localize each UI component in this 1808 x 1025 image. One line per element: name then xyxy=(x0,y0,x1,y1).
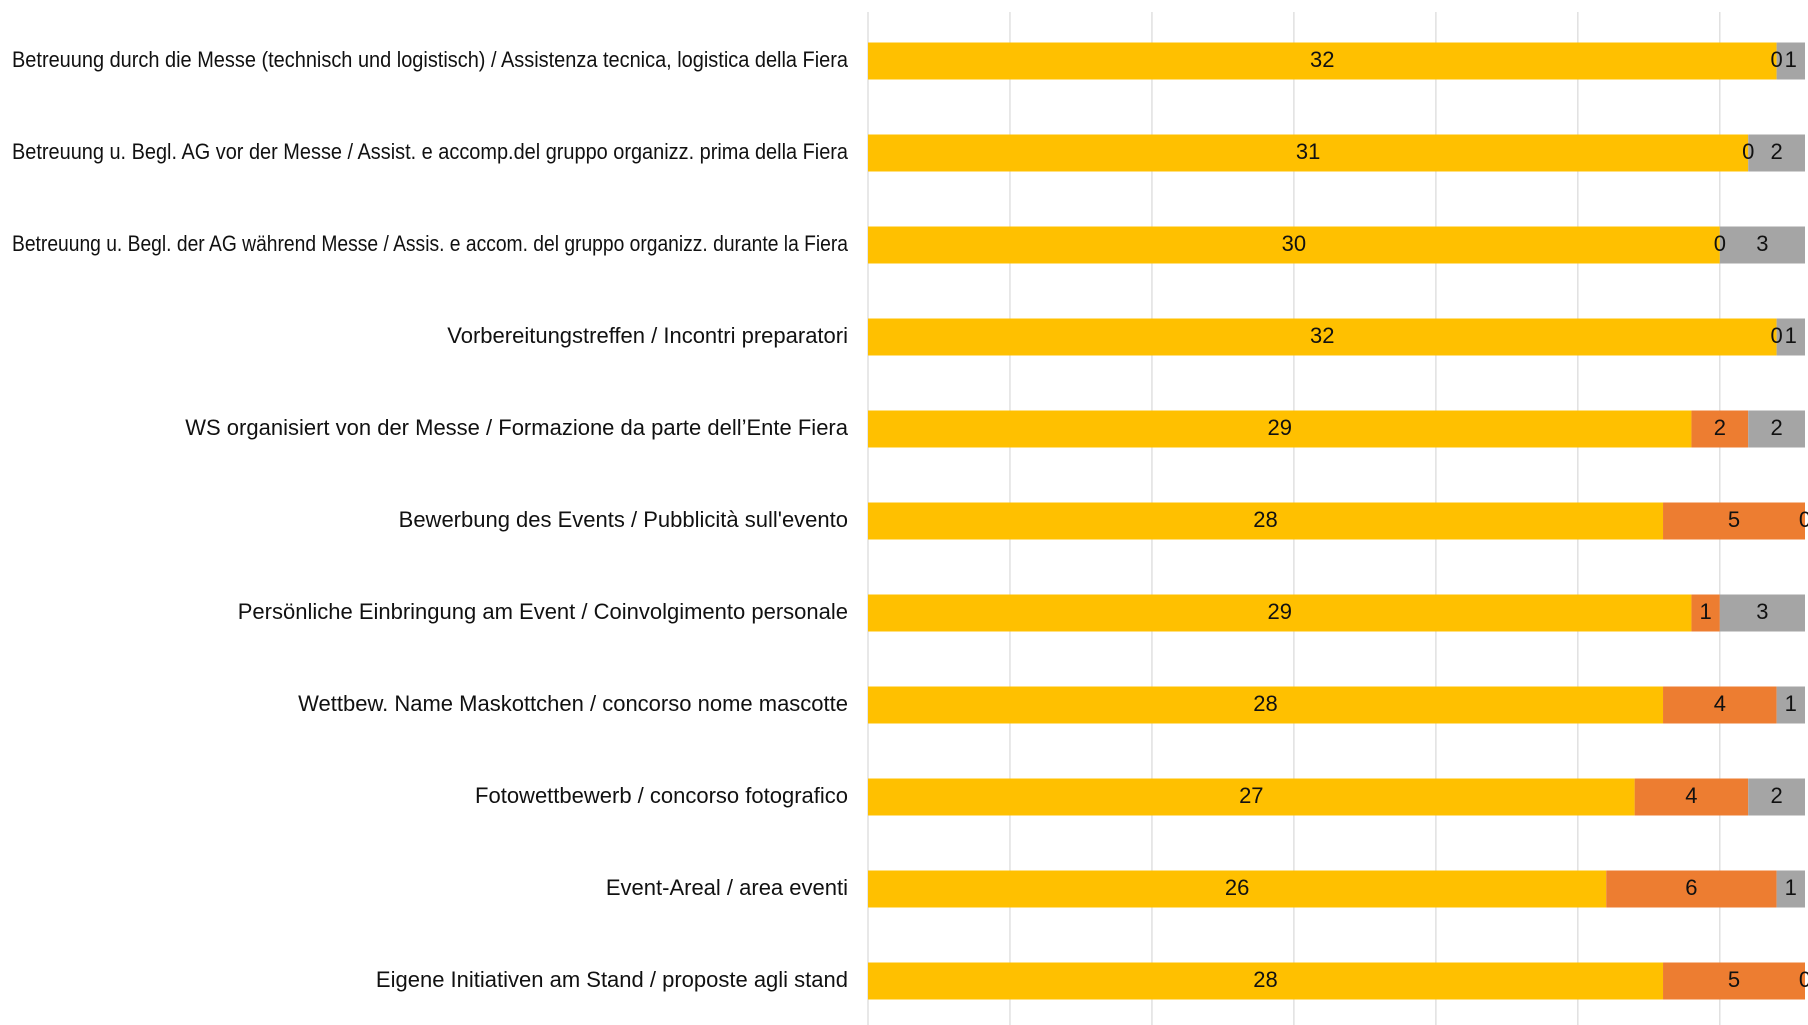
data-label: 0 xyxy=(1742,139,1754,164)
bar-segment xyxy=(1663,686,1777,724)
data-label: 6 xyxy=(1685,875,1697,900)
category-label: Bewerbung des Events / Pubblicità sull'e… xyxy=(399,507,848,532)
data-label: 28 xyxy=(1253,507,1277,532)
data-label: 1 xyxy=(1785,47,1797,72)
bar-segment xyxy=(1606,870,1777,908)
bar-segment xyxy=(868,134,1749,172)
data-label: 0 xyxy=(1714,231,1726,256)
data-label: 0 xyxy=(1799,507,1808,532)
bar-segment xyxy=(1719,594,1805,632)
data-label: 28 xyxy=(1253,691,1277,716)
data-label: 3 xyxy=(1756,231,1768,256)
category-label: WS organisiert von der Messe / Formazion… xyxy=(185,415,849,440)
data-label: 1 xyxy=(1785,691,1797,716)
data-label: 27 xyxy=(1239,783,1263,808)
data-label: 0 xyxy=(1770,323,1782,348)
data-label: 32 xyxy=(1310,323,1334,348)
data-label: 2 xyxy=(1770,139,1782,164)
category-label: Wettbew. Name Maskottchen / concorso nom… xyxy=(298,691,848,716)
category-label: Persönliche Einbringung am Event / Coinv… xyxy=(238,599,848,624)
data-label: 4 xyxy=(1714,691,1726,716)
category-label: Betreuung u. Begl. AG vor der Messe / As… xyxy=(12,139,849,164)
data-label: 0 xyxy=(1770,47,1782,72)
bar-segment xyxy=(868,226,1720,264)
category-label: Eigene Initiativen am Stand / proposte a… xyxy=(376,967,848,992)
data-label: 5 xyxy=(1728,507,1740,532)
category-label: Event-Areal / area eventi xyxy=(606,875,848,900)
category-label: Betreuung durch die Messe (technisch und… xyxy=(12,47,849,72)
data-label: 2 xyxy=(1770,415,1782,440)
bar-segment xyxy=(1691,594,1720,632)
data-label: 32 xyxy=(1310,47,1334,72)
bar-segment xyxy=(1691,410,1749,448)
bar-segment xyxy=(1748,134,1805,172)
bar-segment xyxy=(868,686,1664,724)
category-label: Vorbereitungstreffen / Incontri preparat… xyxy=(447,323,848,348)
bar-segment xyxy=(868,870,1607,908)
bar-segment xyxy=(1776,870,1805,908)
bar-segment xyxy=(868,42,1777,80)
data-label: 29 xyxy=(1267,415,1291,440)
data-label: 2 xyxy=(1714,415,1726,440)
bar-segment xyxy=(1776,42,1805,80)
data-label: 29 xyxy=(1267,599,1291,624)
bar-segment xyxy=(868,594,1692,632)
category-label: Fotowettbewerb / concorso fotografico xyxy=(475,783,848,808)
bar-segment xyxy=(1748,410,1805,448)
bar-segment xyxy=(868,778,1635,816)
category-label: Betreuung u. Begl. der AG während Messe … xyxy=(12,231,849,256)
data-label: 31 xyxy=(1296,139,1320,164)
data-label: 30 xyxy=(1282,231,1306,256)
data-label: 26 xyxy=(1225,875,1249,900)
bar-segment xyxy=(868,502,1664,540)
bar-segment xyxy=(1719,226,1805,264)
bar-segment xyxy=(1748,778,1805,816)
bar-segment xyxy=(868,318,1777,356)
data-label: 3 xyxy=(1756,599,1768,624)
data-label: 5 xyxy=(1728,967,1740,992)
bar-segment xyxy=(868,410,1692,448)
bar-segment xyxy=(868,962,1664,1000)
bar-segment xyxy=(1776,686,1805,724)
data-label: 1 xyxy=(1785,875,1797,900)
bar-segment xyxy=(1663,502,1805,540)
data-label: 28 xyxy=(1253,967,1277,992)
data-label: 0 xyxy=(1799,967,1808,992)
bar-segment xyxy=(1776,318,1805,356)
bar-segment xyxy=(1663,962,1805,1000)
data-label: 1 xyxy=(1699,599,1711,624)
data-label: 2 xyxy=(1770,783,1782,808)
data-label: 4 xyxy=(1685,783,1697,808)
data-label: 1 xyxy=(1785,323,1797,348)
bar-segment xyxy=(1634,778,1749,816)
